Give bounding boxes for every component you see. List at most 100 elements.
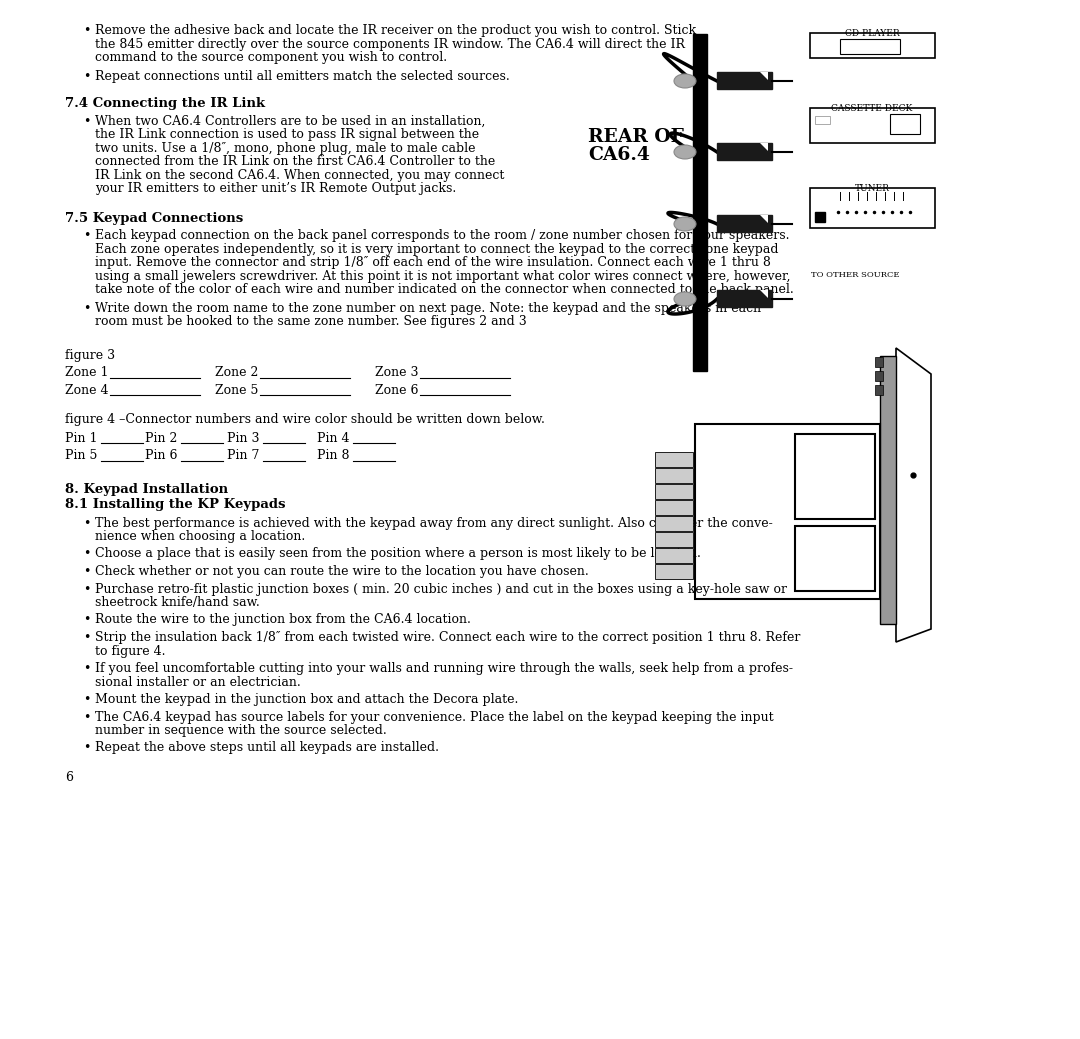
Bar <box>654 564 693 579</box>
Text: Purchase retro-fit plastic junction boxes ( min. 20 cubic inches ) and cut in th: Purchase retro-fit plastic junction boxe… <box>95 583 787 595</box>
Text: 845: 845 <box>728 79 740 84</box>
Bar <box>810 33 935 58</box>
Text: the 845 emitter directly over the source components IR window. The CA6.4 will di: the 845 emitter directly over the source… <box>95 37 685 51</box>
Text: figure 4 –Connector numbers and wire color should be written down below.: figure 4 –Connector numbers and wire col… <box>65 412 545 426</box>
Text: Pin 4: Pin 4 <box>318 431 350 445</box>
Text: •: • <box>83 565 91 578</box>
Bar <box>654 500 693 515</box>
Text: Each zone operates independently, so it is very important to connect the keypad : Each zone operates independently, so it … <box>95 242 779 256</box>
Text: 3: 3 <box>685 535 689 543</box>
Text: IR Link on the second CA6.4. When connected, you may connect: IR Link on the second CA6.4. When connec… <box>95 168 504 182</box>
Text: If you feel uncomfortable cutting into your walls and running wire through the w: If you feel uncomfortable cutting into y… <box>95 662 793 675</box>
Bar <box>654 468 693 483</box>
Text: EMITTER: EMITTER <box>721 303 746 308</box>
Text: 4: 4 <box>685 520 689 527</box>
Text: Pin 2: Pin 2 <box>145 431 177 445</box>
Text: 8: 8 <box>685 455 689 463</box>
Text: REAR OF: REAR OF <box>588 128 684 146</box>
Bar <box>654 532 693 547</box>
Text: •: • <box>83 301 91 315</box>
Text: •: • <box>83 631 91 644</box>
Text: Pin 7: Pin 7 <box>227 449 259 462</box>
Bar <box>795 434 875 520</box>
Text: •: • <box>83 548 91 560</box>
Bar <box>815 212 825 222</box>
Text: Pin 5: Pin 5 <box>65 449 97 462</box>
Text: When two CA6.4 Controllers are to be used in an installation,: When two CA6.4 Controllers are to be use… <box>95 114 485 128</box>
Text: command to the source component you wish to control.: command to the source component you wish… <box>95 51 447 64</box>
Text: EMITTER: EMITTER <box>721 156 746 161</box>
Text: Zone 1: Zone 1 <box>65 366 108 379</box>
Bar <box>815 116 831 124</box>
Text: sional installer or an electrician.: sional installer or an electrician. <box>95 675 300 689</box>
Text: Write down the room name to the zone number on next page. Note: the keypad and t: Write down the room name to the zone num… <box>95 301 761 315</box>
Text: Route the wire to the junction box from the CA6.4 location.: Route the wire to the junction box from … <box>95 613 471 627</box>
Bar <box>654 484 693 499</box>
Text: 6: 6 <box>65 771 73 784</box>
Text: 7.5 Keypad Connections: 7.5 Keypad Connections <box>65 212 243 224</box>
Text: Each keypad connection on the back panel corresponds to the room / zone number c: Each keypad connection on the back panel… <box>95 229 789 242</box>
Text: 7: 7 <box>685 471 689 479</box>
Text: 5: 5 <box>685 503 689 511</box>
Text: nience when choosing a location.: nience when choosing a location. <box>95 530 306 543</box>
Text: EMITTER: EMITTER <box>721 228 746 233</box>
Text: 7.4 Connecting the IR Link: 7.4 Connecting the IR Link <box>65 97 265 110</box>
Text: sheetrock knife/hand saw.: sheetrock knife/hand saw. <box>95 596 260 609</box>
Text: •: • <box>83 24 91 37</box>
Text: 1: 1 <box>685 567 689 575</box>
Text: Choose a place that is easily seen from the position where a person is most like: Choose a place that is easily seen from … <box>95 548 701 560</box>
Text: Zone 3: Zone 3 <box>375 366 419 379</box>
Text: Repeat connections until all emitters match the selected sources.: Repeat connections until all emitters ma… <box>95 70 510 82</box>
Text: Zone 4: Zone 4 <box>65 383 108 397</box>
Text: Pin 3: Pin 3 <box>227 431 259 445</box>
Text: •: • <box>83 114 91 128</box>
Bar <box>696 424 880 600</box>
Text: CASSETTE DECK: CASSETTE DECK <box>832 104 913 113</box>
Bar <box>875 357 883 367</box>
Text: EMITTER: EMITTER <box>721 85 746 90</box>
Text: figure 3: figure 3 <box>65 348 116 362</box>
Text: •: • <box>83 613 91 627</box>
Text: 845: 845 <box>728 150 740 155</box>
Text: 845: 845 <box>728 222 740 227</box>
Text: the IR Link connection is used to pass IR signal between the: the IR Link connection is used to pass I… <box>95 128 480 141</box>
Text: to figure 4.: to figure 4. <box>95 644 165 658</box>
Text: two units. Use a 1/8″, mono, phone plug, male to male cable: two units. Use a 1/8″, mono, phone plug,… <box>95 141 475 155</box>
Text: The best performance is achieved with the keypad away from any direct sunlight. : The best performance is achieved with th… <box>95 516 773 530</box>
Text: 2: 2 <box>685 551 689 559</box>
Bar <box>717 215 772 232</box>
Text: Remove the adhesive back and locate the IR receiver on the product you wish to c: Remove the adhesive back and locate the … <box>95 24 697 37</box>
Bar <box>654 548 693 563</box>
Polygon shape <box>760 215 768 223</box>
Bar <box>717 143 772 160</box>
Polygon shape <box>760 72 768 80</box>
Text: input. Remove the connector and strip 1/8″ off each end of the wire insulation. : input. Remove the connector and strip 1/… <box>95 256 771 269</box>
Text: 845: 845 <box>728 297 740 302</box>
Text: connected from the IR Link on the first CA6.4 Controller to the: connected from the IR Link on the first … <box>95 155 496 168</box>
Text: 6: 6 <box>685 487 689 495</box>
Text: •: • <box>83 229 91 242</box>
Bar <box>810 108 935 143</box>
Bar <box>693 34 707 371</box>
Text: Zone 2: Zone 2 <box>215 366 258 379</box>
Text: •: • <box>83 742 91 754</box>
Text: CA6.4: CA6.4 <box>588 146 650 164</box>
Text: CD PLAYER: CD PLAYER <box>845 29 900 38</box>
Bar <box>654 452 693 467</box>
Bar <box>795 526 875 591</box>
Bar <box>717 72 772 89</box>
Bar <box>890 114 920 134</box>
Text: TUNER: TUNER <box>854 184 890 193</box>
Bar <box>810 188 935 228</box>
Polygon shape <box>760 290 768 298</box>
Text: TO OTHER SOURCE: TO OTHER SOURCE <box>811 271 900 279</box>
Text: Zone 6: Zone 6 <box>375 383 419 397</box>
Text: •: • <box>83 662 91 675</box>
Text: Zone 5: Zone 5 <box>215 383 258 397</box>
Text: •: • <box>83 70 91 82</box>
Text: number in sequence with the source selected.: number in sequence with the source selec… <box>95 724 387 737</box>
Polygon shape <box>760 143 768 151</box>
Text: Pin 1: Pin 1 <box>65 431 97 445</box>
Text: The CA6.4 keypad has source labels for your convenience. Place the label on the : The CA6.4 keypad has source labels for y… <box>95 711 773 723</box>
Text: •: • <box>83 583 91 595</box>
